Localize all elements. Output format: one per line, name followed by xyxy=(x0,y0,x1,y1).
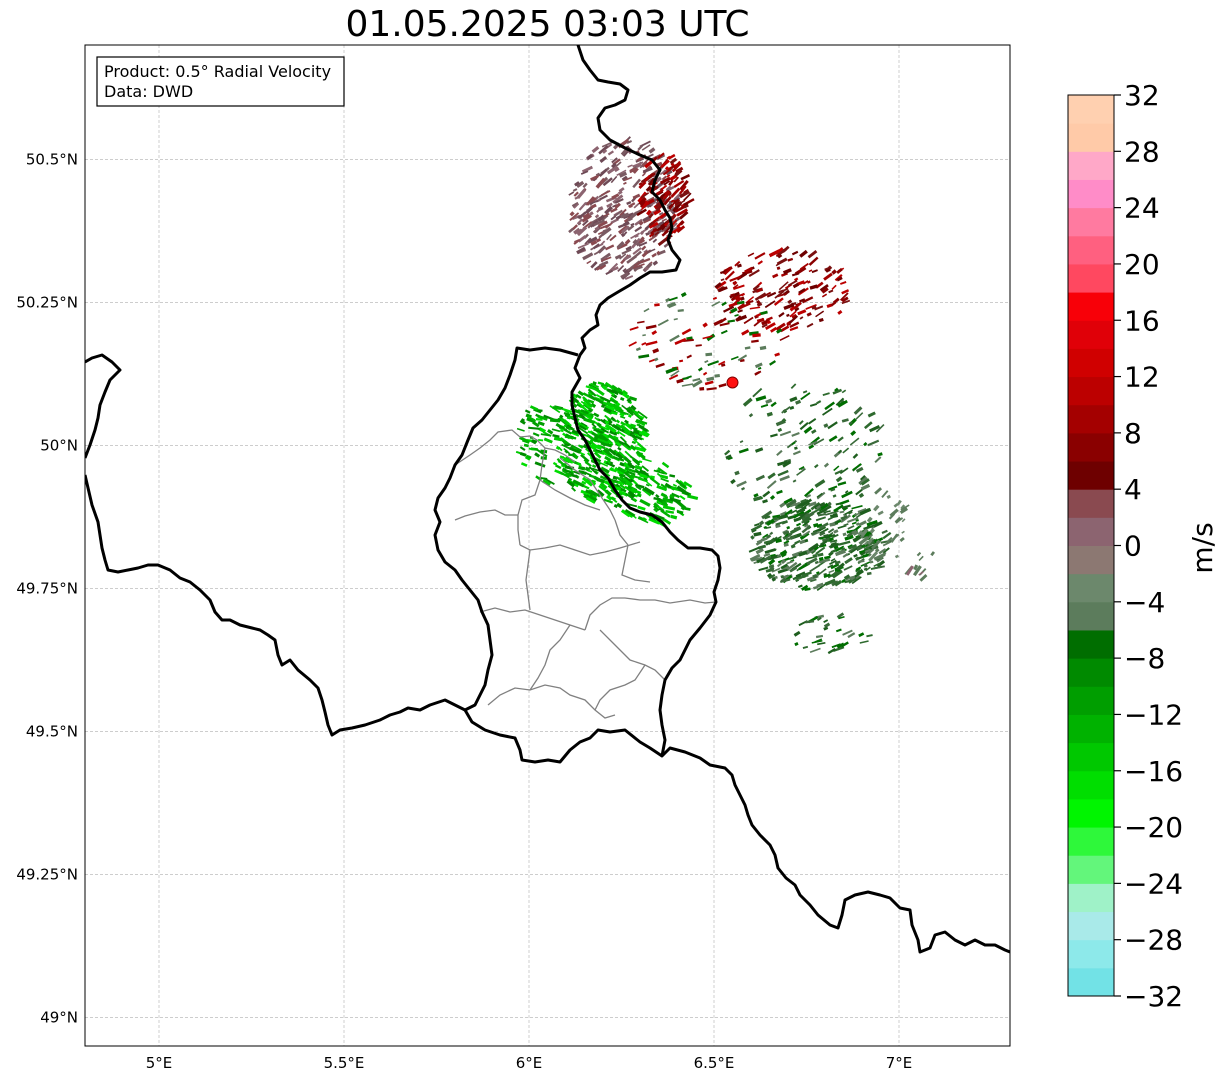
colorbar-segment xyxy=(1068,742,1114,772)
colorbar-tick-label: 4 xyxy=(1124,473,1142,506)
colorbar-segment xyxy=(1068,263,1114,293)
y-tick-label: 49.25°N xyxy=(16,865,78,883)
colorbar-tick-label: 0 xyxy=(1124,530,1142,563)
x-tick-label: 5.5°E xyxy=(324,1054,365,1072)
info-product: Product: 0.5° Radial Velocity xyxy=(104,62,331,81)
colorbar-segment xyxy=(1068,320,1114,349)
colorbar-segment xyxy=(1068,770,1114,800)
x-tick-label: 6°E xyxy=(516,1054,543,1072)
colorbar-tick-label: −28 xyxy=(1124,924,1183,957)
colorbar-tick-label: −24 xyxy=(1124,867,1183,900)
colorbar-tick-label: 20 xyxy=(1124,248,1160,281)
colorbar-segment xyxy=(1068,292,1114,321)
colorbar-tick-label: −32 xyxy=(1124,980,1183,1013)
x-tick-label: 7°E xyxy=(886,1054,913,1072)
colorbar-segment xyxy=(1068,686,1114,715)
colorbar-segment xyxy=(1068,798,1114,828)
x-tick-label: 6.5°E xyxy=(694,1054,735,1072)
colorbar-segment xyxy=(1068,151,1114,180)
colorbar-segment xyxy=(1068,939,1114,969)
colorbar-tick-label: −20 xyxy=(1124,811,1183,844)
colorbar-ticks: 32 28 24 20 16 12 8 4 0 −4 −8 −12 −16 −20 −24 −28 −32 xyxy=(1114,79,1183,1013)
y-tick-label: 50°N xyxy=(40,436,78,454)
colorbar xyxy=(1067,94,1115,997)
colorbar-label: m/s xyxy=(1186,522,1219,573)
radar-site-marker xyxy=(726,376,739,389)
radar-velocity-returns xyxy=(515,136,936,655)
colorbar-segment xyxy=(1068,658,1114,687)
colorbar-segment xyxy=(1068,348,1114,378)
colorbar-segment xyxy=(1068,573,1114,603)
y-tick-label: 49.5°N xyxy=(26,722,78,740)
colorbar-segment xyxy=(1068,376,1114,406)
colorbar-tick-label: 24 xyxy=(1124,192,1160,225)
colorbar-segment xyxy=(1068,461,1114,490)
colorbar-tick-label: −8 xyxy=(1124,642,1165,675)
y-axis-ticks: 50.5°N 50.25°N 50°N 49.75°N 49.5°N 49.25°N 49°… xyxy=(16,150,78,1026)
y-tick-label: 50.5°N xyxy=(26,150,78,168)
colorbar-tick-label: −4 xyxy=(1124,586,1165,619)
region-borders xyxy=(454,429,717,719)
colorbar-tick-label: 28 xyxy=(1124,135,1160,168)
colorbar-tick-label: 16 xyxy=(1124,304,1160,337)
colorbar-segment xyxy=(1068,123,1114,152)
x-tick-label: 5°E xyxy=(146,1054,173,1072)
colorbar-segment xyxy=(1068,714,1114,744)
y-tick-label: 49.75°N xyxy=(16,579,78,597)
colorbar-segment xyxy=(1068,179,1114,209)
colorbar-tick-label: −16 xyxy=(1124,755,1183,788)
colorbar-tick-label: 12 xyxy=(1124,361,1160,394)
colorbar-segment xyxy=(1068,827,1114,856)
y-tick-label: 49°N xyxy=(40,1008,78,1026)
x-axis-ticks: 5°E 5.5°E 6°E 6.5°E 7°E xyxy=(146,1054,913,1072)
map-frame xyxy=(84,44,1011,1047)
colorbar-segment xyxy=(1068,629,1114,659)
colorbar-segment xyxy=(1068,517,1114,546)
map-title: 01.05.2025 03:03 UTC xyxy=(345,4,750,45)
colorbar-tick-label: 8 xyxy=(1124,417,1142,450)
info-source: Data: DWD xyxy=(104,82,193,101)
colorbar-tick-label: 32 xyxy=(1124,79,1160,112)
colorbar-segment xyxy=(1068,855,1114,884)
colorbar-tick-label: −12 xyxy=(1124,698,1183,731)
colorbar-segment xyxy=(1068,404,1114,434)
colorbar-segment xyxy=(1068,95,1114,124)
national-borders xyxy=(85,45,1010,954)
colorbar-segment xyxy=(1068,489,1114,518)
info-box: Product: 0.5° Radial Velocity Data: DWD xyxy=(96,56,345,107)
colorbar-segment xyxy=(1068,207,1114,237)
colorbar-segment xyxy=(1068,235,1114,265)
colorbar-segment xyxy=(1068,911,1114,941)
colorbar-segment xyxy=(1068,432,1114,462)
colorbar-segment xyxy=(1068,545,1114,575)
y-tick-label: 50.25°N xyxy=(16,293,78,311)
map-grid xyxy=(85,45,1010,1046)
colorbar-segment xyxy=(1068,883,1114,913)
colorbar-segment xyxy=(1068,601,1114,631)
colorbar-segment xyxy=(1068,967,1114,997)
